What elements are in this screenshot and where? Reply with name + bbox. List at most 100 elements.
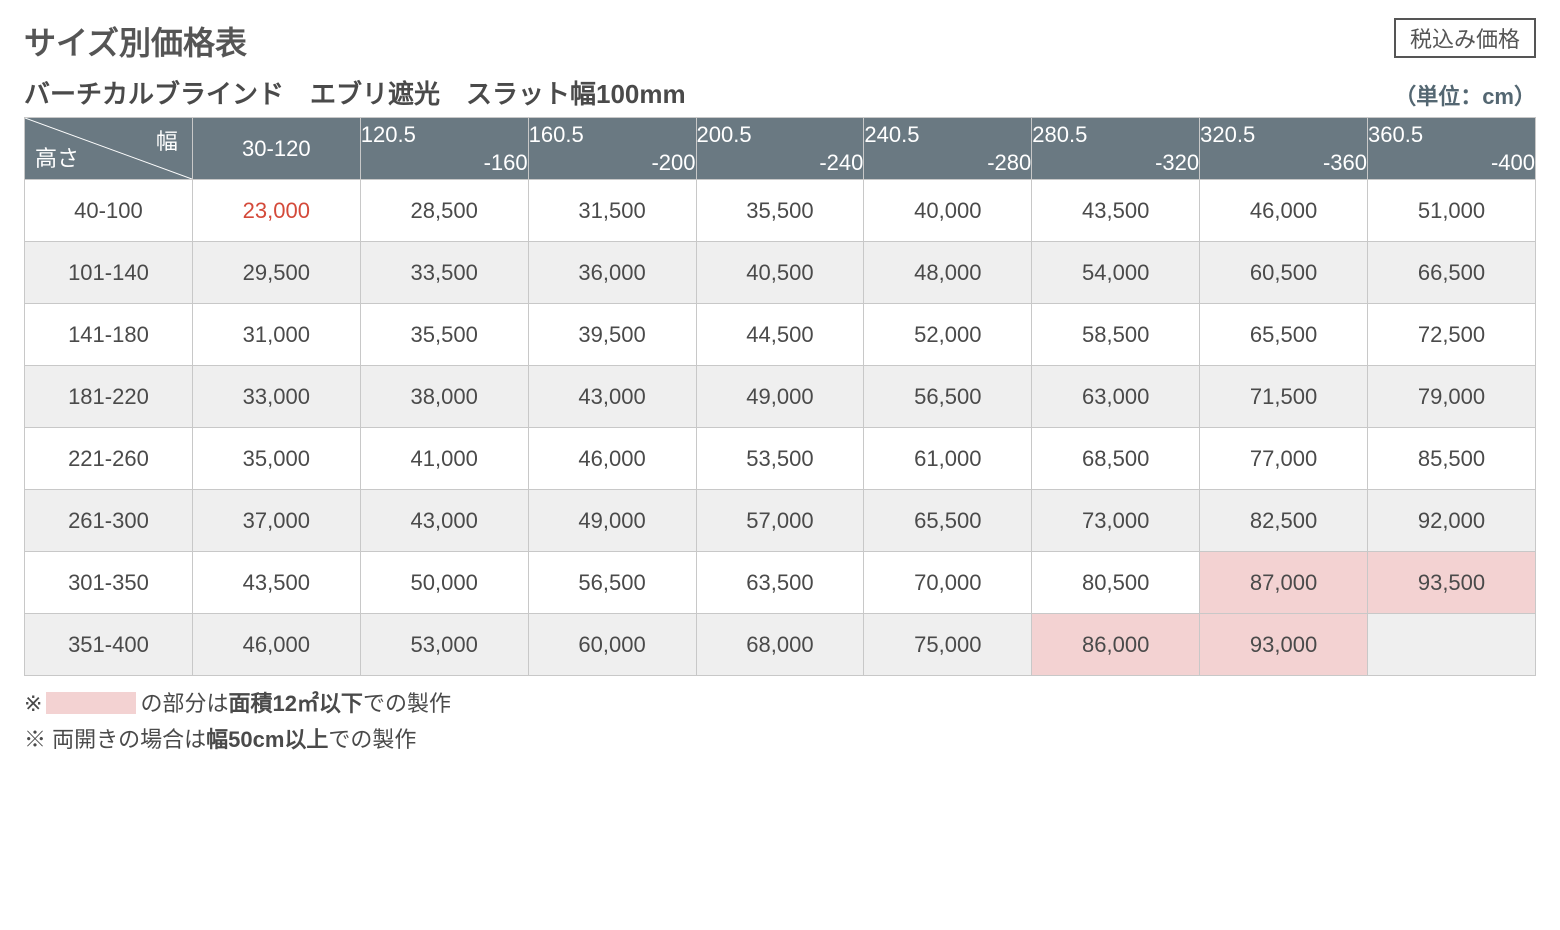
cell-1-2: 36,000	[528, 242, 696, 304]
cell-4-7: 85,500	[1368, 428, 1536, 490]
cell-3-4: 56,500	[864, 366, 1032, 428]
cell-0-7: 51,000	[1368, 180, 1536, 242]
row-head-1: 101-140	[25, 242, 193, 304]
page-title: サイズ別価格表	[24, 18, 247, 64]
cell-2-4: 52,000	[864, 304, 1032, 366]
cell-3-7: 79,000	[1368, 366, 1536, 428]
cell-2-0: 31,000	[192, 304, 360, 366]
cell-6-4: 70,000	[864, 552, 1032, 614]
cell-6-6: 87,000	[1200, 552, 1368, 614]
cell-7-3: 68,000	[696, 614, 864, 676]
table-row: 181-22033,00038,00043,00049,00056,50063,…	[25, 366, 1536, 428]
cell-5-1: 43,000	[360, 490, 528, 552]
cell-3-2: 43,000	[528, 366, 696, 428]
cell-0-5: 43,500	[1032, 180, 1200, 242]
cell-4-3: 53,500	[696, 428, 864, 490]
cell-7-5: 86,000	[1032, 614, 1200, 676]
col-head-1: 120.5-160	[360, 118, 528, 180]
note-2: ※ 両開きの場合は幅50cm以上での製作	[24, 722, 1536, 754]
table-row: 40-10023,00028,50031,50035,50040,00043,5…	[25, 180, 1536, 242]
cell-3-0: 33,000	[192, 366, 360, 428]
cell-6-2: 56,500	[528, 552, 696, 614]
cell-0-1: 28,500	[360, 180, 528, 242]
cell-5-2: 49,000	[528, 490, 696, 552]
table-body: 40-10023,00028,50031,50035,50040,00043,5…	[25, 180, 1536, 676]
price-table: 幅高さ30-120120.5-160160.5-200200.5-240240.…	[24, 117, 1536, 676]
note-2-prefix: ※ 両開きの場合は	[24, 727, 206, 752]
cell-4-5: 68,500	[1032, 428, 1200, 490]
cell-1-4: 48,000	[864, 242, 1032, 304]
col-head-2: 160.5-200	[528, 118, 696, 180]
row-head-0: 40-100	[25, 180, 193, 242]
table-row: 301-35043,50050,00056,50063,50070,00080,…	[25, 552, 1536, 614]
cell-3-1: 38,000	[360, 366, 528, 428]
cell-4-6: 77,000	[1200, 428, 1368, 490]
cell-7-4: 75,000	[864, 614, 1032, 676]
table-row: 101-14029,50033,50036,00040,50048,00054,…	[25, 242, 1536, 304]
cell-5-7: 92,000	[1368, 490, 1536, 552]
cell-5-0: 37,000	[192, 490, 360, 552]
table-row: 261-30037,00043,00049,00057,00065,50073,…	[25, 490, 1536, 552]
cell-2-2: 39,500	[528, 304, 696, 366]
col-head-5: 280.5-320	[1032, 118, 1200, 180]
cell-6-7: 93,500	[1368, 552, 1536, 614]
cell-1-3: 40,500	[696, 242, 864, 304]
col-head-6: 320.5-360	[1200, 118, 1368, 180]
note-1: ※ の部分は面積12㎡以下での製作	[24, 686, 1536, 718]
unit-label: （単位：cm）	[1394, 79, 1536, 111]
cell-0-2: 31,500	[528, 180, 696, 242]
corner-cell: 幅高さ	[25, 118, 193, 180]
tax-label-box: 税込み価格	[1394, 18, 1536, 58]
note-1-mid: の部分は	[140, 691, 228, 716]
cell-5-5: 73,000	[1032, 490, 1200, 552]
table-row: 351-40046,00053,00060,00068,00075,00086,…	[25, 614, 1536, 676]
table-row: 221-26035,00041,00046,00053,50061,00068,…	[25, 428, 1536, 490]
note-2-suffix: での製作	[328, 727, 416, 752]
cell-4-1: 41,000	[360, 428, 528, 490]
cell-3-5: 63,000	[1032, 366, 1200, 428]
note-1-prefix: ※	[24, 691, 42, 716]
cell-0-4: 40,000	[864, 180, 1032, 242]
cell-0-3: 35,500	[696, 180, 864, 242]
cell-4-4: 61,000	[864, 428, 1032, 490]
row-head-4: 221-260	[25, 428, 193, 490]
cell-1-0: 29,500	[192, 242, 360, 304]
cell-4-2: 46,000	[528, 428, 696, 490]
cell-3-6: 71,500	[1200, 366, 1368, 428]
cell-4-0: 35,000	[192, 428, 360, 490]
cell-7-7	[1368, 614, 1536, 676]
row-head-5: 261-300	[25, 490, 193, 552]
cell-1-7: 66,500	[1368, 242, 1536, 304]
subtitle: バーチカルブラインド エブリ遮光 スラット幅100mm	[24, 74, 686, 111]
cell-0-0: 23,000	[192, 180, 360, 242]
pink-swatch	[46, 692, 136, 714]
col-head-4: 240.5-280	[864, 118, 1032, 180]
col-head-7: 360.5-400	[1368, 118, 1536, 180]
cell-2-5: 58,500	[1032, 304, 1200, 366]
note-1-bold: 面積12㎡以下	[228, 691, 362, 716]
cell-5-6: 82,500	[1200, 490, 1368, 552]
cell-5-3: 57,000	[696, 490, 864, 552]
table-row: 141-18031,00035,50039,50044,50052,00058,…	[25, 304, 1536, 366]
cell-7-1: 53,000	[360, 614, 528, 676]
note-1-suffix: での製作	[363, 691, 451, 716]
table-head: 幅高さ30-120120.5-160160.5-200200.5-240240.…	[25, 118, 1536, 180]
cell-7-0: 46,000	[192, 614, 360, 676]
row-head-6: 301-350	[25, 552, 193, 614]
cell-7-6: 93,000	[1200, 614, 1368, 676]
cell-3-3: 49,000	[696, 366, 864, 428]
cell-0-6: 46,000	[1200, 180, 1368, 242]
cell-6-0: 43,500	[192, 552, 360, 614]
width-label: 幅	[156, 124, 178, 156]
height-label: 高さ	[35, 141, 79, 173]
cell-2-3: 44,500	[696, 304, 864, 366]
cell-7-2: 60,000	[528, 614, 696, 676]
row-head-7: 351-400	[25, 614, 193, 676]
cell-1-5: 54,000	[1032, 242, 1200, 304]
note-2-bold: 幅50cm以上	[206, 727, 328, 752]
cell-1-6: 60,500	[1200, 242, 1368, 304]
col-head-0: 30-120	[192, 118, 360, 180]
cell-6-1: 50,000	[360, 552, 528, 614]
cell-1-1: 33,500	[360, 242, 528, 304]
cell-6-3: 63,500	[696, 552, 864, 614]
